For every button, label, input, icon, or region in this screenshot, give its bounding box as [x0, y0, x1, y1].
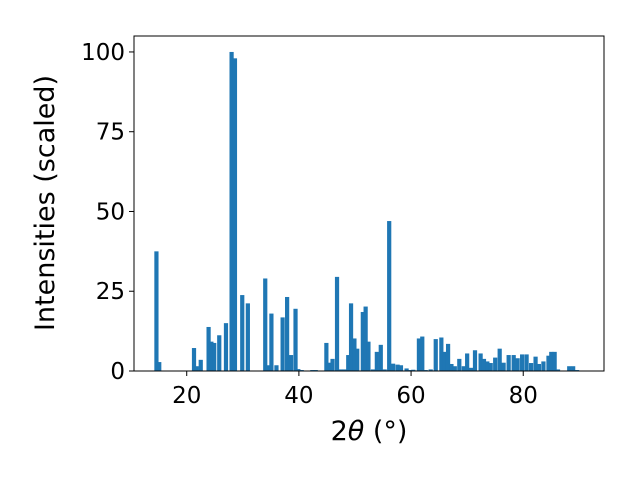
bar	[546, 355, 551, 371]
bar	[324, 342, 329, 371]
bar	[209, 341, 214, 371]
bar	[352, 338, 357, 371]
bar	[378, 344, 383, 371]
bar	[524, 354, 529, 371]
bar	[549, 351, 554, 371]
bar	[382, 369, 387, 371]
bar	[493, 357, 498, 371]
x-ticks: 20 40 60 80	[172, 371, 538, 409]
bar	[449, 363, 454, 371]
y-tick-label: 25	[96, 279, 125, 305]
bar	[515, 358, 520, 371]
bar	[327, 362, 332, 371]
bar	[330, 358, 335, 371]
bar	[154, 251, 159, 371]
bar	[416, 338, 422, 371]
bar	[485, 361, 490, 371]
bar	[387, 221, 392, 371]
bar	[288, 355, 294, 371]
bar	[404, 368, 409, 371]
bar	[280, 317, 285, 371]
bar	[457, 358, 462, 371]
bar	[420, 336, 425, 371]
bar	[506, 355, 511, 371]
bar	[334, 276, 340, 371]
bar	[552, 351, 557, 371]
bars-group	[154, 51, 580, 371]
bar	[342, 369, 347, 371]
bar	[520, 354, 525, 371]
bar	[511, 355, 516, 371]
bar	[374, 351, 379, 371]
bar	[212, 342, 217, 371]
bar	[567, 366, 572, 371]
bar	[338, 369, 344, 371]
bar	[191, 348, 197, 371]
bar	[481, 358, 487, 371]
bar	[269, 313, 274, 371]
bar	[452, 366, 457, 371]
bar	[229, 51, 234, 371]
bar	[391, 363, 396, 371]
bar	[240, 295, 245, 371]
bar	[366, 341, 371, 371]
x-tick-label: 80	[509, 383, 538, 409]
bar	[555, 369, 561, 371]
bar	[571, 366, 576, 371]
y-ticks: 0 25 50 75 100	[81, 40, 134, 385]
bar	[206, 326, 211, 371]
x-tick-label: 60	[396, 383, 425, 409]
bar	[293, 308, 298, 371]
bar	[472, 350, 478, 371]
bar	[442, 351, 447, 371]
bar	[465, 353, 470, 371]
bar	[198, 359, 203, 371]
bar	[478, 353, 483, 371]
bar	[468, 367, 474, 371]
y-tick-label: 50	[96, 199, 125, 225]
bar	[217, 335, 222, 371]
bar	[157, 362, 162, 371]
x-tick-label: 20	[172, 383, 201, 409]
bar	[536, 363, 542, 371]
bar	[232, 58, 238, 371]
bar	[265, 365, 270, 371]
bar	[263, 278, 268, 371]
bar	[348, 303, 354, 371]
bar	[360, 311, 365, 371]
bar	[274, 365, 279, 371]
x-tick-label: 40	[284, 383, 313, 409]
y-tick-label: 0	[110, 359, 125, 385]
bar	[296, 369, 301, 371]
bar	[411, 369, 416, 371]
y-tick-label: 100	[81, 40, 125, 66]
bar	[497, 348, 502, 371]
x-axis-label: 2θ (°)	[331, 416, 408, 447]
bar	[445, 343, 451, 371]
bar	[395, 364, 400, 371]
bar	[428, 369, 433, 371]
bar	[528, 363, 534, 371]
bar	[223, 323, 229, 371]
bar	[285, 296, 290, 371]
bar	[501, 362, 506, 371]
bar	[363, 306, 368, 371]
bar	[346, 355, 351, 371]
bar	[439, 337, 444, 371]
bar	[194, 366, 199, 371]
plot-frame	[133, 35, 605, 372]
bar	[398, 365, 404, 371]
bar	[541, 361, 546, 371]
bar	[461, 366, 466, 371]
y-tick-label: 75	[96, 120, 125, 146]
bar	[488, 363, 493, 371]
bar	[433, 339, 438, 371]
bar	[245, 303, 250, 371]
bar	[370, 369, 376, 371]
bar	[533, 356, 538, 371]
y-axis-label: Intensities (scaled)	[30, 75, 61, 331]
bar	[355, 348, 360, 371]
